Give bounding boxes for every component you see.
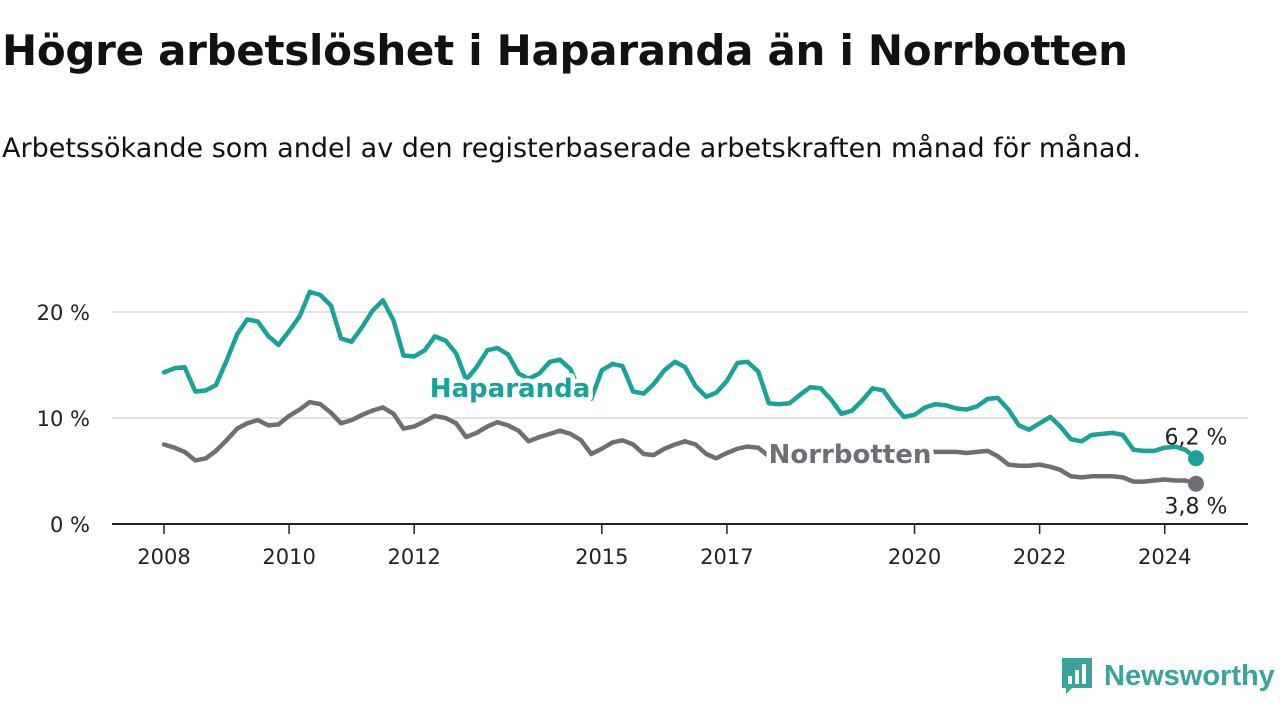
y-tick-label: 0 % — [50, 513, 90, 537]
chart-subtitle: Arbetssökande som andel av den registerb… — [2, 133, 1142, 164]
series-line-haparanda — [161, 289, 1199, 461]
x-tick-label: 2020 — [888, 545, 941, 569]
x-tick-label: 2015 — [575, 545, 628, 569]
series-lines — [161, 289, 1204, 492]
x-axis: 2008 2010 2012 2015 2017 2020 2022 2024 — [112, 523, 1248, 569]
series-end-point — [1188, 475, 1204, 492]
series-line-norrbotten — [161, 399, 1199, 486]
series-end-point — [1188, 450, 1204, 467]
x-tick-label: 2010 — [262, 545, 315, 569]
y-axis-ticks: 0 % 10 % 20 % — [37, 301, 90, 537]
brand-name: Newsworthy — [1104, 659, 1275, 692]
y-tick-label: 10 % — [37, 407, 90, 431]
chart-title: Högre arbetslöshet i Haparanda än i Norr… — [2, 26, 1128, 75]
x-tick-label: 2024 — [1138, 545, 1191, 569]
newsworthy-logo-icon — [1062, 658, 1092, 694]
series-end-value-label: 6,2 % — [1165, 425, 1228, 450]
y-tick-label: 20 % — [37, 301, 90, 325]
series-name-label: Haparanda — [430, 374, 591, 404]
series-name-label: Norrbotten — [769, 440, 932, 470]
x-tick-label: 2008 — [137, 545, 190, 569]
x-tick-label: 2022 — [1013, 545, 1066, 569]
series-end-value-label: 3,8 % — [1165, 495, 1228, 520]
x-tick-label: 2012 — [387, 545, 440, 569]
x-tick-label: 2017 — [700, 545, 753, 569]
series-labels: 6,2 % 3,8 % Haparanda Norrbotten — [425, 370, 1228, 520]
brand: Newsworthy — [1060, 654, 1275, 698]
